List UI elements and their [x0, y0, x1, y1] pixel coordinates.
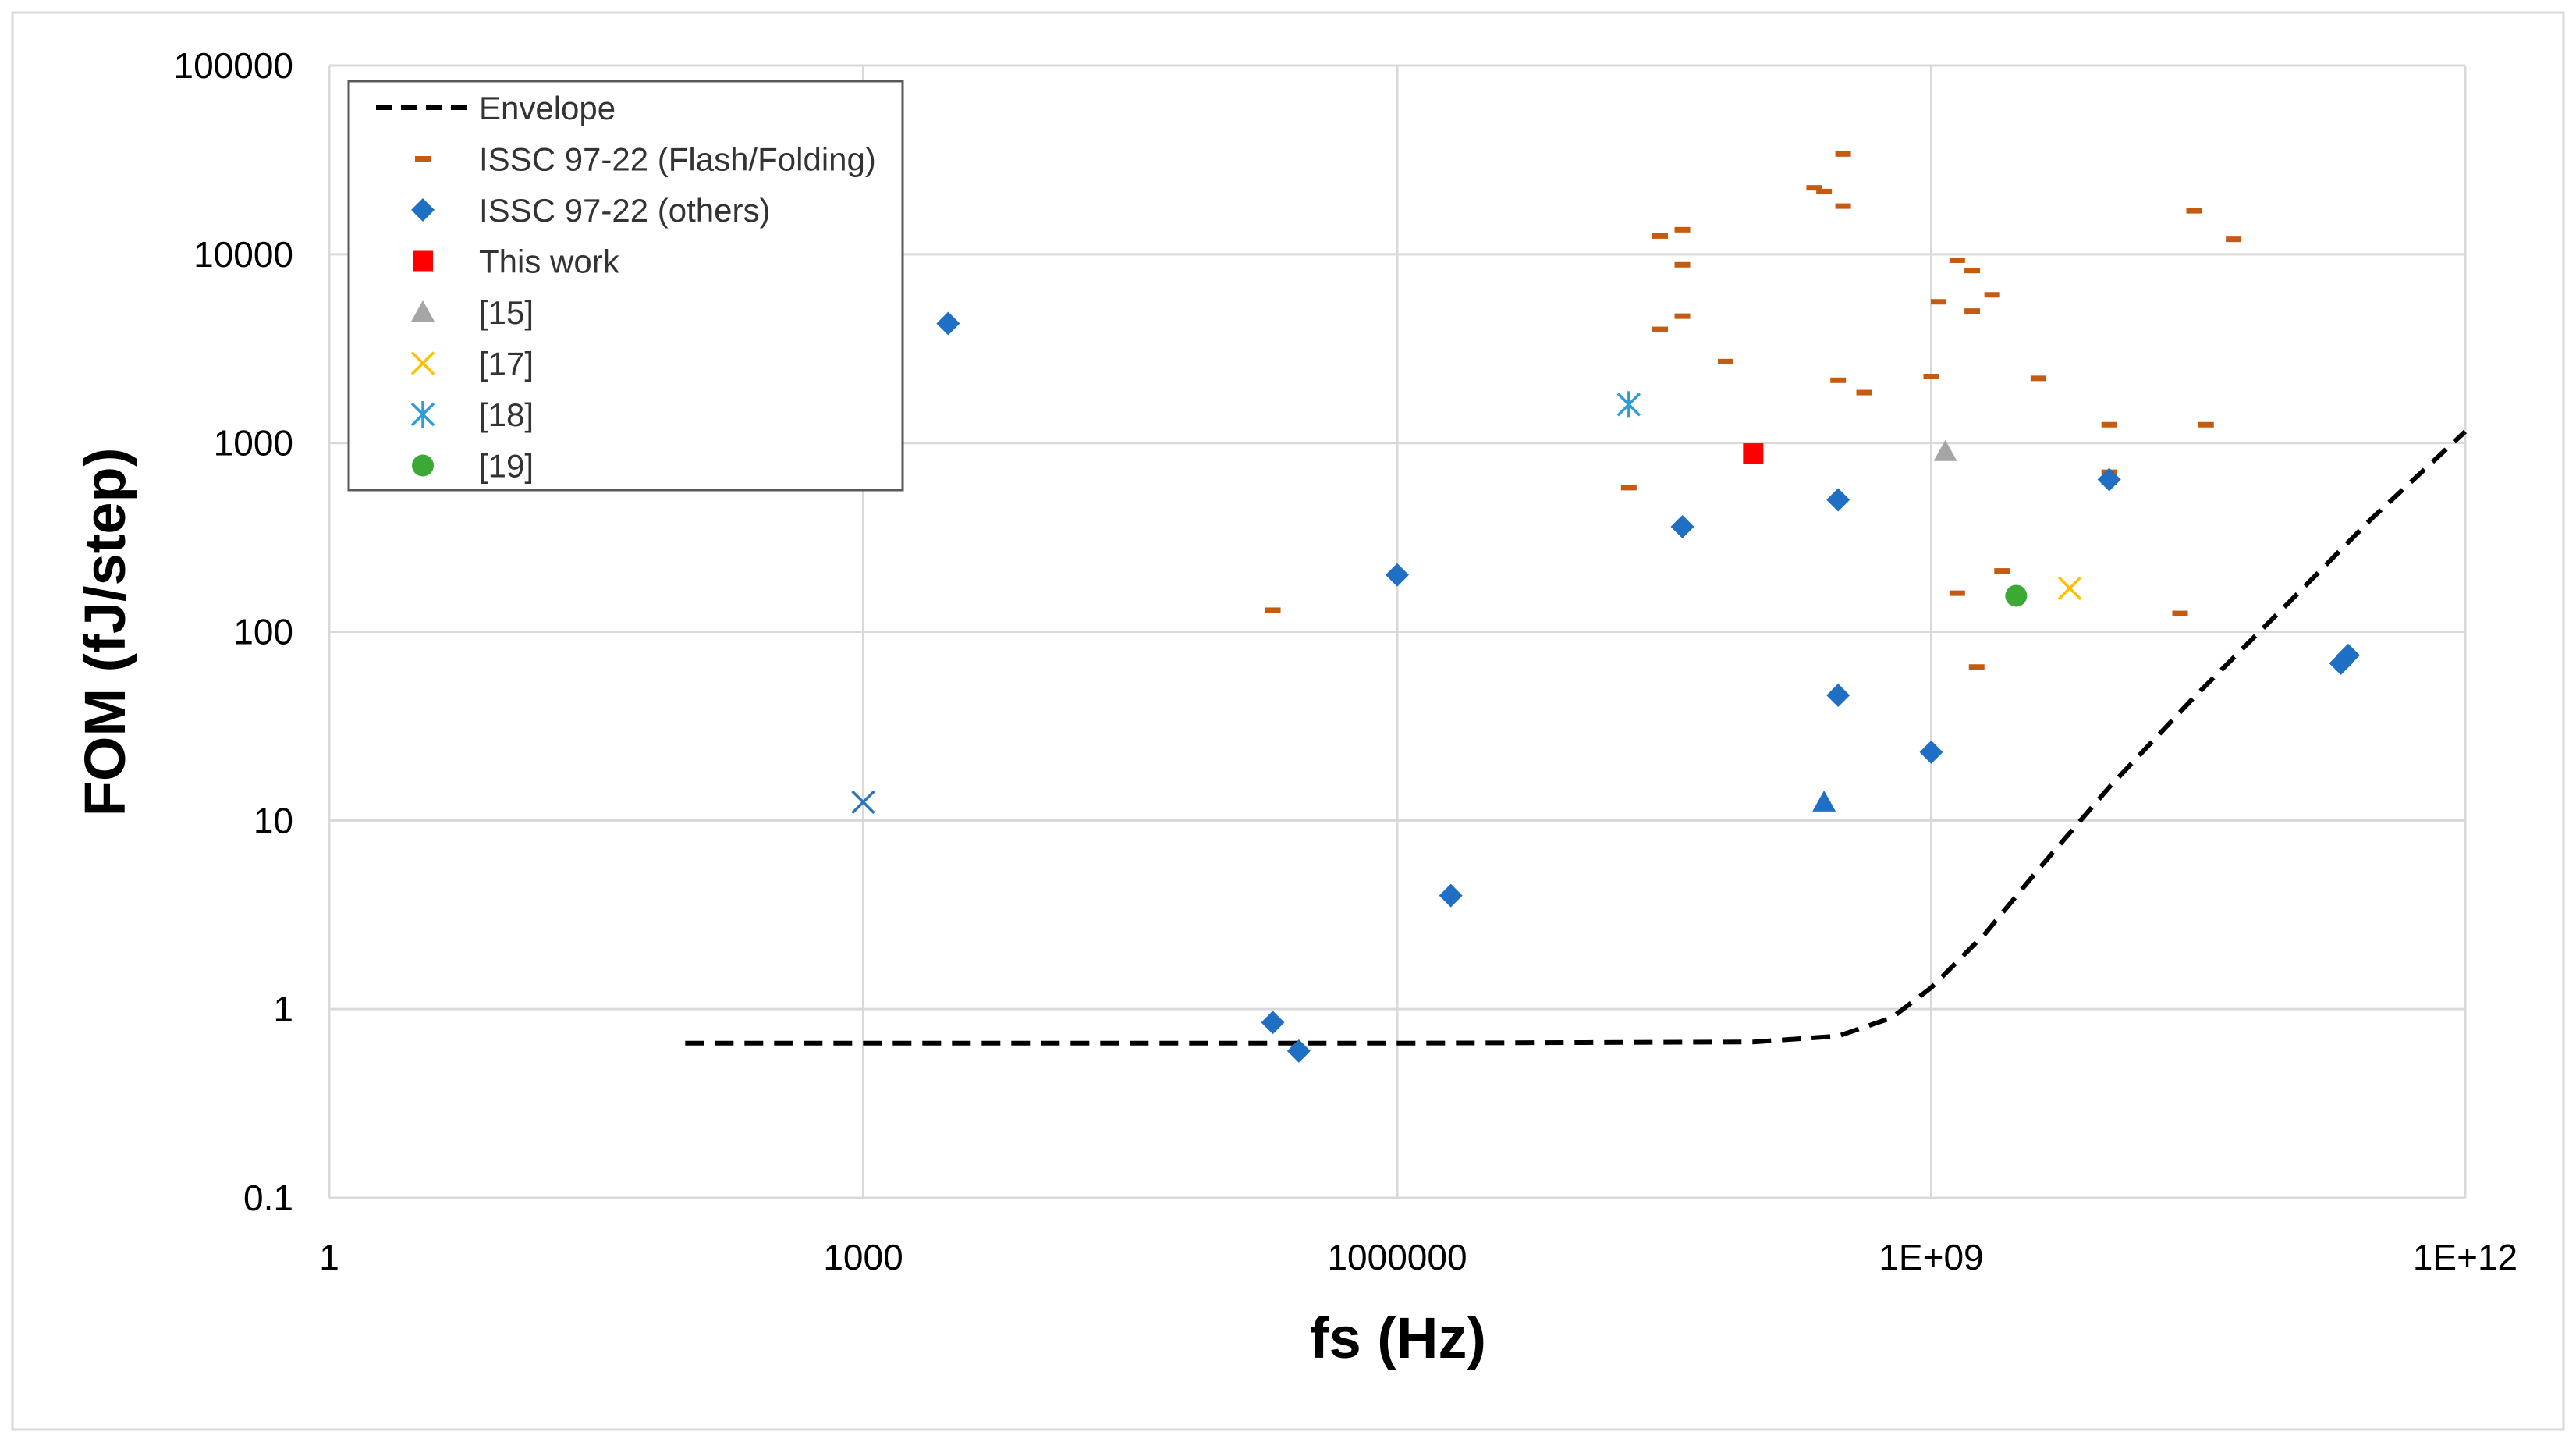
point-issc-97-22-flash-folding [1674, 313, 1691, 319]
point-15 [1933, 439, 1957, 461]
point-19 [2005, 584, 2028, 607]
y-tick-label: 0.1 [243, 1178, 293, 1218]
x-tick-label: 1000000 [1327, 1237, 1467, 1277]
point-issc-97-22-flash-folding [1652, 326, 1669, 332]
legend-label: [15] [479, 294, 534, 331]
point-issc-97-22-flash-folding [1835, 203, 1851, 209]
point-issc-97-22-others [1439, 883, 1463, 908]
legend-marker [411, 198, 435, 222]
point-issc-97-22-flash-folding [1835, 151, 1851, 157]
legend-marker [411, 300, 435, 322]
point-issc-97-22-flash-folding [2186, 208, 2202, 214]
point-issc-97-22-others-triangle [1812, 790, 1836, 812]
y-tick-label: 1000 [214, 423, 293, 464]
legend-label: [17] [479, 346, 534, 382]
point-issc-97-22-others [1919, 740, 1943, 764]
point-issc-97-22-flash-folding [2030, 375, 2046, 382]
point-issc-97-22-flash-folding [1949, 257, 1965, 263]
point-issc-97-22-flash-folding [2226, 236, 2242, 243]
x-tick-label: 1000 [823, 1237, 903, 1277]
point-issc-97-22-others [1826, 684, 1850, 708]
point-unlisted [851, 790, 875, 815]
point-issc-97-22-flash-folding [1717, 358, 1733, 364]
point-issc-97-22-others [936, 311, 960, 336]
point-issc-97-22-flash-folding [1816, 188, 1833, 194]
point-issc-97-22-flash-folding [2101, 421, 2117, 428]
legend-marker [412, 454, 434, 477]
legend-marker [410, 401, 435, 428]
x-tick-label: 1E+12 [2413, 1237, 2517, 1277]
point-issc-97-22-others [1386, 563, 1409, 587]
x-tick-label: 1 [319, 1237, 339, 1277]
legend-marker [415, 156, 431, 162]
y-tick-label: 100000 [174, 45, 294, 86]
legend-label: [19] [479, 448, 534, 485]
point-issc-97-22-flash-folding [1994, 568, 2010, 574]
point-issc-97-22-flash-folding [1930, 299, 1946, 305]
point-issc-97-22-others [2336, 643, 2360, 667]
points-layer [851, 151, 2360, 1063]
y-tick-label: 10 [254, 800, 293, 840]
tick-labels: 0.1 1 10 100 1000 10000 100000 1 1000 1000000 1E+0… [174, 45, 2518, 1277]
legend-marker [413, 250, 433, 272]
point-17 [2057, 576, 2082, 601]
y-tick-label: 10000 [193, 234, 293, 275]
point-issc-97-22-flash-folding [1923, 373, 1939, 379]
point-issc-97-22-flash-folding [1620, 485, 1637, 491]
legend: Envelope ISSC 97-22 (Flash/Folding) ISSC 9… [347, 80, 904, 492]
envelope-line [685, 429, 2468, 1046]
point-issc-97-22-others [1826, 488, 1850, 512]
point-issc-97-22-flash-folding [2172, 610, 2188, 616]
point-issc-97-22-flash-folding [1830, 377, 1847, 383]
point-18 [1616, 391, 1641, 418]
point-this-work [1743, 443, 1764, 464]
point-issc-97-22-others [1286, 1039, 1311, 1063]
legend-label: [18] [479, 396, 534, 433]
point-issc-97-22-flash-folding [1968, 664, 1985, 670]
x-tick-label: 1E+09 [1879, 1237, 1983, 1277]
marker-stroke [2057, 576, 2082, 601]
point-issc-97-22-flash-folding [1964, 268, 1981, 274]
x-axis-title: fs (Hz) [1310, 1306, 1486, 1370]
legend-label: This work [479, 243, 620, 280]
legend-box [347, 80, 904, 492]
point-issc-97-22-flash-folding [1856, 389, 1872, 396]
marker-stroke [851, 790, 875, 815]
legend-label: Envelope [479, 90, 616, 126]
y-tick-label: 1 [273, 989, 293, 1029]
point-issc-97-22-flash-folding [1652, 233, 1669, 239]
point-issc-97-22-flash-folding [1949, 590, 1965, 596]
legend-marker [410, 351, 435, 375]
point-issc-97-22-flash-folding [1674, 261, 1691, 268]
point-issc-97-22-flash-folding [2198, 421, 2214, 428]
envelope-layer [685, 429, 2468, 1046]
point-issc-97-22-flash-folding [1984, 292, 2000, 298]
point-issc-97-22-others [1261, 1011, 1285, 1035]
point-issc-97-22-others [1670, 514, 1694, 538]
point-issc-97-22-flash-folding [1265, 607, 1281, 613]
legend-label: ISSC 97-22 (others) [479, 192, 771, 229]
marker-stroke [410, 351, 435, 375]
y-tick-label: 100 [233, 612, 293, 652]
point-issc-97-22-flash-folding [1674, 226, 1691, 233]
point-issc-97-22-others [2097, 467, 2121, 492]
point-issc-97-22-flash-folding [1806, 185, 1822, 191]
y-axis-title: FOM (fJ/step) [73, 448, 137, 817]
legend-label: ISSC 97-22 (Flash/Folding) [479, 141, 876, 178]
point-issc-97-22-flash-folding [1964, 308, 1981, 314]
